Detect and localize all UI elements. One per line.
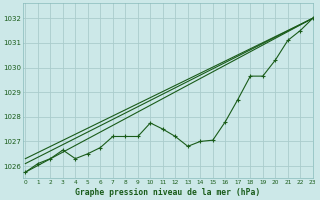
X-axis label: Graphe pression niveau de la mer (hPa): Graphe pression niveau de la mer (hPa) xyxy=(75,188,260,197)
